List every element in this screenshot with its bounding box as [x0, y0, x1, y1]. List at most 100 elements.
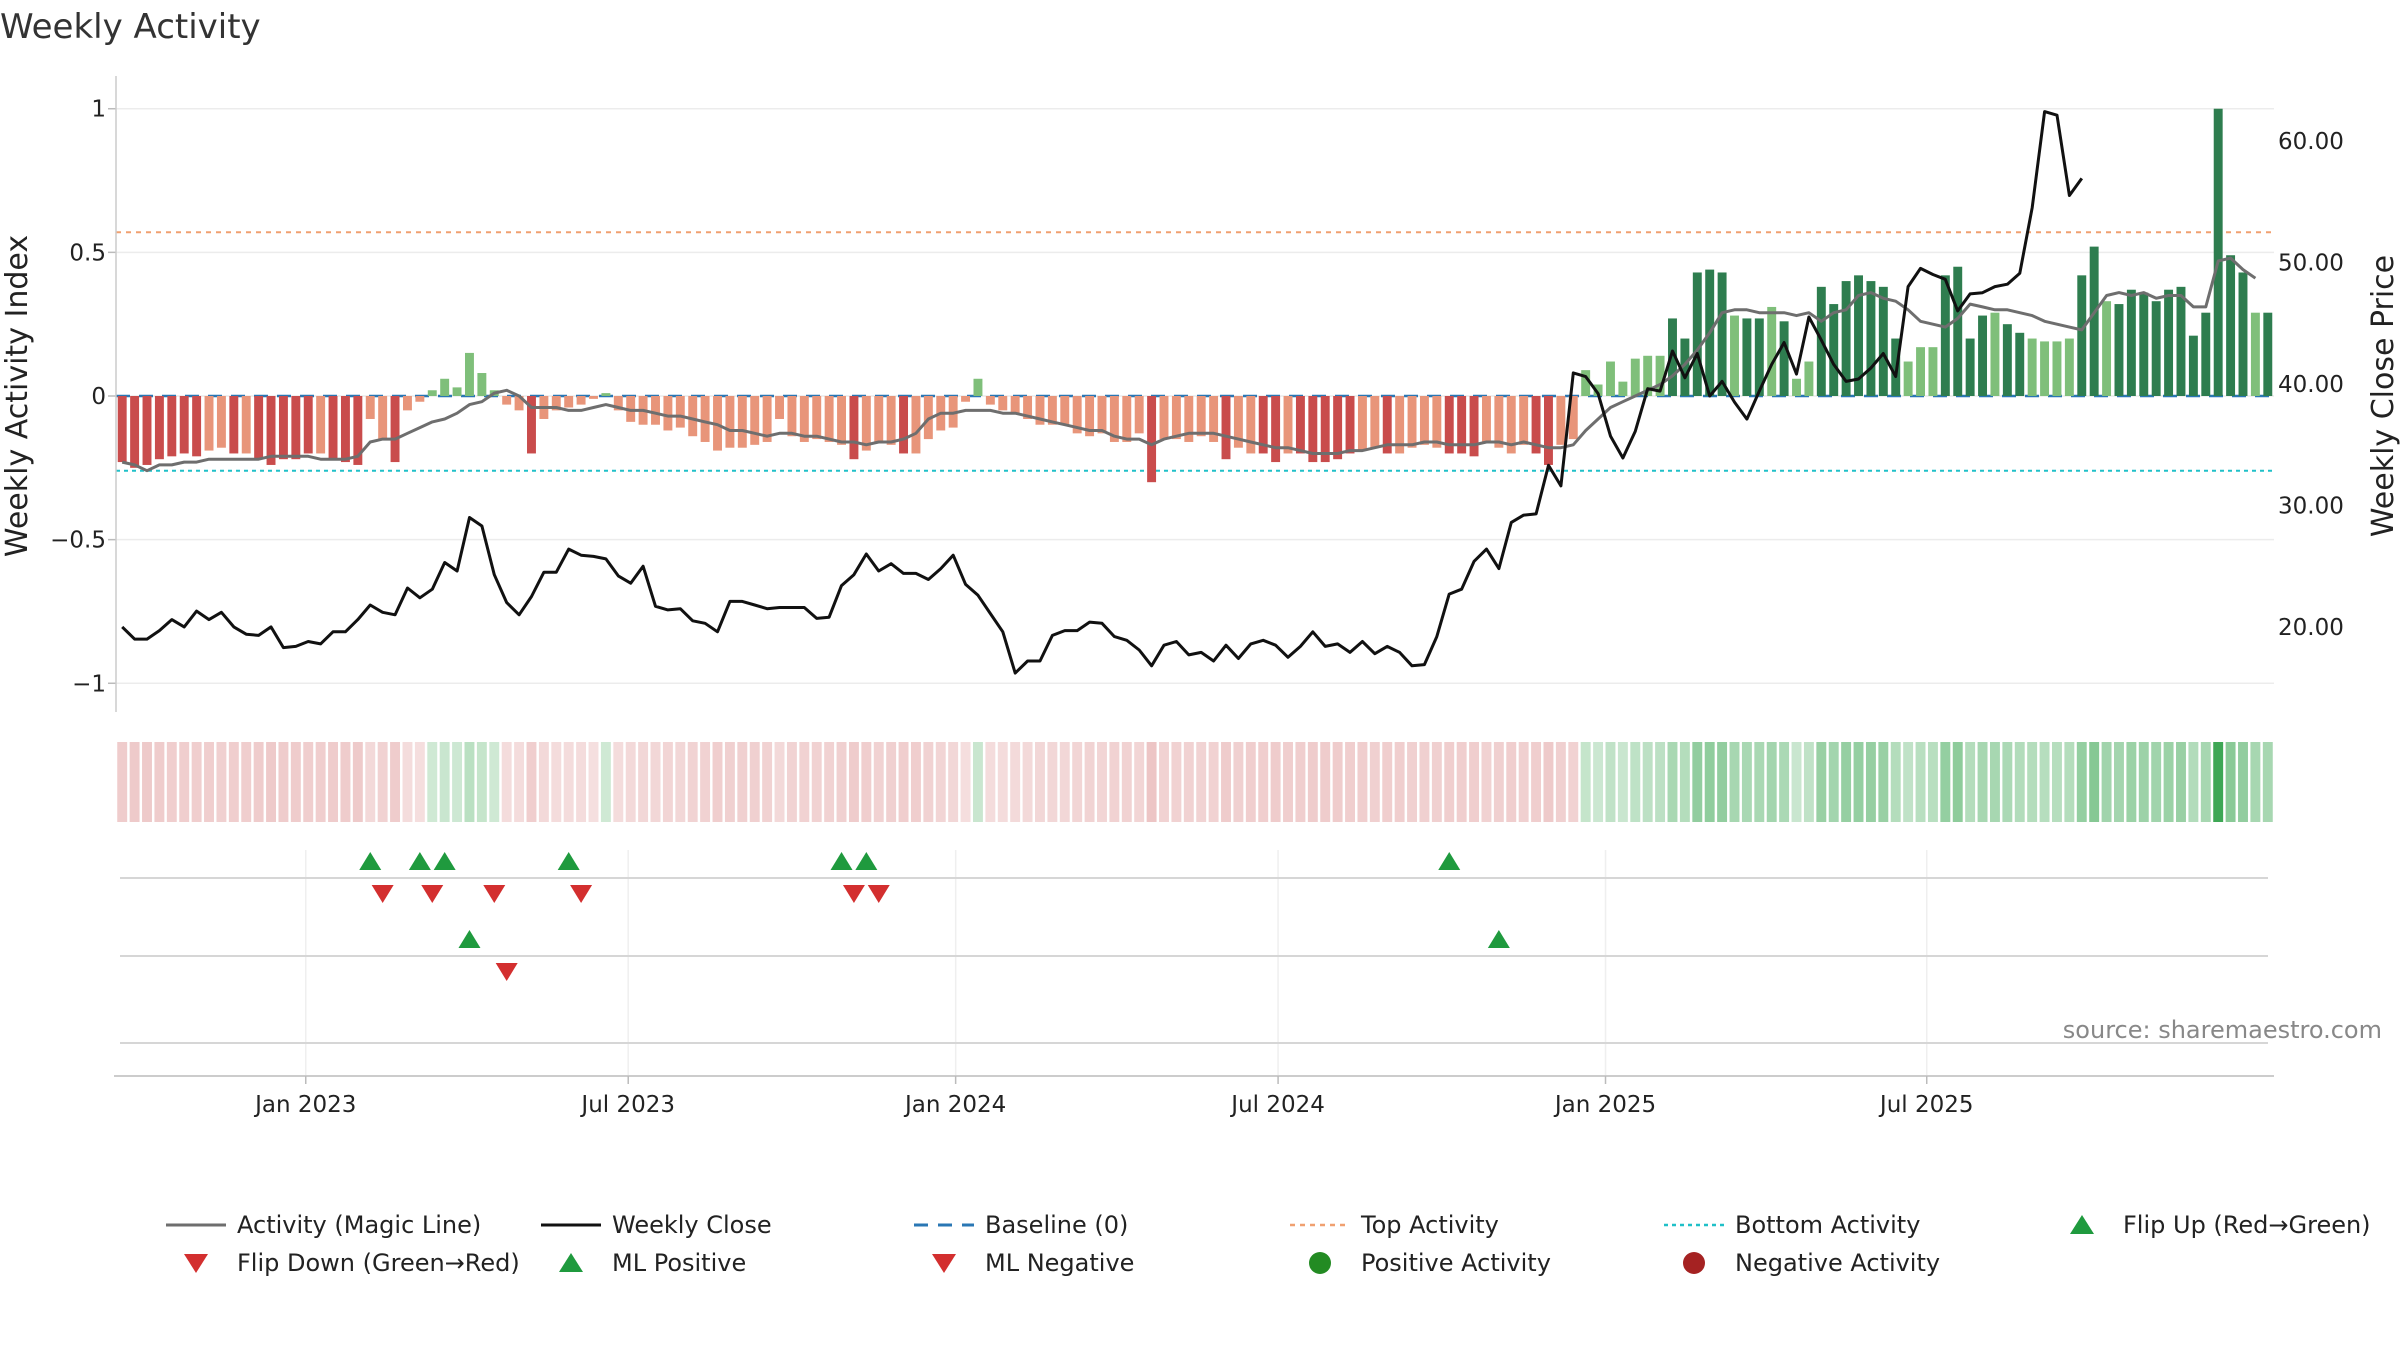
activity-bar	[1333, 396, 1343, 460]
heat-cell	[452, 742, 463, 822]
heat-cell	[1084, 742, 1095, 822]
negative-activity-legend-symbol	[1683, 1252, 1705, 1274]
activity-bar	[1531, 396, 1541, 454]
activity-bar	[179, 396, 189, 454]
activity-bar	[663, 396, 673, 431]
heat-cell	[1543, 742, 1554, 822]
heat-cell	[861, 742, 872, 822]
flip-up-marker	[408, 852, 431, 870]
activity-bar	[1246, 396, 1256, 454]
activity-bar	[564, 396, 574, 408]
heat-cell	[538, 742, 549, 822]
activity-bar	[316, 396, 326, 454]
heat-cell	[117, 742, 128, 822]
activity-bar	[1643, 355, 1653, 396]
flip-down-marker	[483, 885, 506, 903]
activity-bar	[502, 396, 512, 405]
activity-bar	[973, 378, 983, 396]
activity-bar	[2015, 332, 2025, 396]
heat-cell	[985, 742, 996, 822]
activity-bar	[440, 378, 450, 396]
flip-down-marker	[570, 885, 593, 903]
heat-cell	[476, 742, 487, 822]
activity-bar	[1469, 396, 1479, 457]
legend-label-bottom-activity: Bottom Activity	[1735, 1211, 1920, 1239]
heat-cell	[1332, 742, 1343, 822]
activity-bar	[601, 393, 611, 396]
activity-bar	[1171, 396, 1181, 440]
heat-cell	[1059, 742, 1070, 822]
heat-cell	[588, 742, 599, 822]
activity-bar	[700, 396, 710, 442]
activity-bar	[1159, 396, 1169, 440]
heat-cell	[551, 742, 562, 822]
heat-cell	[923, 742, 934, 822]
heat-cell	[2089, 742, 2100, 822]
activity-bar	[1506, 396, 1516, 454]
heat-cell	[811, 742, 822, 822]
heat-cell	[464, 742, 475, 822]
heat-cell	[1419, 742, 1430, 822]
heat-cell	[1989, 742, 2000, 822]
heat-cell	[997, 742, 1008, 822]
heat-cell	[762, 742, 773, 822]
activity-bar	[675, 396, 685, 428]
heat-cell	[303, 742, 314, 822]
activity-bar	[477, 373, 487, 396]
positive-activity-legend-symbol	[1309, 1252, 1331, 1274]
heat-cell	[960, 742, 971, 822]
heat-cell	[1134, 742, 1145, 822]
heat-cell	[638, 742, 649, 822]
weekly-close-line	[121, 110, 2084, 675]
activity-bar	[1134, 396, 1144, 434]
y-tick-label-left: 0.5	[69, 240, 106, 266]
heat-cell	[2151, 742, 2162, 822]
activity-bar	[340, 396, 350, 463]
heat-cell	[1940, 742, 1951, 822]
heat-cell	[1493, 742, 1504, 822]
heat-cell	[1816, 742, 1827, 822]
activity-bar	[551, 396, 561, 411]
activity-bar	[998, 396, 1008, 411]
activity-bar	[2114, 304, 2124, 396]
activity-bar	[1047, 396, 1057, 425]
activity-bar	[688, 396, 698, 437]
activity-bar	[725, 396, 735, 448]
heat-cell	[1456, 742, 1467, 822]
activity-bar	[1494, 396, 1504, 448]
activity-bar	[750, 396, 760, 445]
heat-cell	[390, 742, 401, 822]
activity-bar	[1804, 361, 1814, 396]
activity-bar	[1481, 396, 1491, 442]
heat-cell	[1506, 742, 1517, 822]
activity-bar	[527, 396, 536, 454]
activity-bar	[2139, 292, 2149, 396]
heat-cell	[886, 742, 897, 822]
activity-bar	[1940, 275, 1950, 396]
heat-cell	[700, 742, 711, 822]
y-tick-label-right: 40.00	[2278, 372, 2344, 398]
heat-cell	[799, 742, 810, 822]
legend-label-ml-negative: ML Negative	[985, 1249, 1134, 1277]
activity-bar	[117, 396, 127, 463]
heat-cell	[625, 742, 636, 822]
activity-bar	[2027, 338, 2037, 396]
activity-bar	[167, 396, 177, 457]
heat-cell	[414, 742, 425, 822]
heat-cell	[427, 742, 438, 822]
activity-bar	[2250, 312, 2260, 396]
activity-bar	[1767, 306, 1777, 396]
heat-cell	[1878, 742, 1889, 822]
activity-bar	[812, 396, 822, 440]
activity-bar	[1010, 396, 1020, 414]
activity-bar	[2238, 272, 2248, 396]
heat-cell	[154, 742, 165, 822]
ml-positive-legend-symbol	[559, 1253, 583, 1272]
activity-bar	[1978, 315, 1988, 396]
heat-cell	[687, 742, 698, 822]
activity-bar	[204, 396, 214, 451]
legend-label-ml-positive: ML Positive	[612, 1249, 746, 1277]
activity-bar	[861, 396, 871, 451]
heat-cell	[2138, 742, 2149, 822]
heat-cell	[1593, 742, 1604, 822]
